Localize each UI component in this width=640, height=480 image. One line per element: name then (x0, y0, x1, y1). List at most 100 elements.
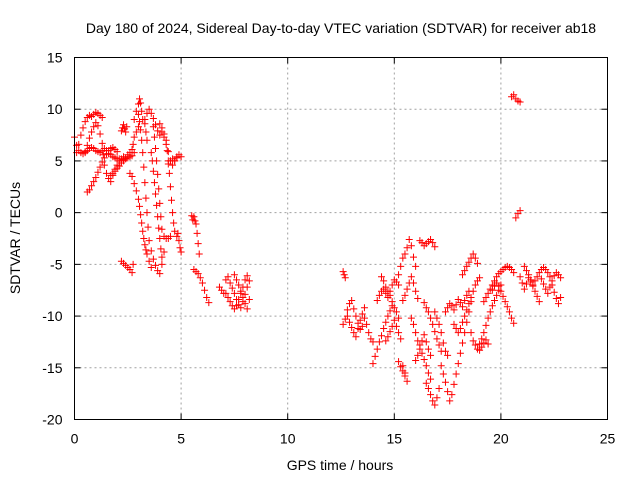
data-point (409, 279, 417, 287)
series-arc-36 (431, 308, 452, 359)
series-arc-06 (117, 121, 131, 136)
series-arc-04 (83, 143, 121, 196)
data-point (85, 186, 93, 194)
data-point (113, 148, 121, 156)
data-point (412, 287, 420, 295)
data-point (467, 329, 475, 337)
data-point (433, 394, 441, 402)
data-point (444, 388, 452, 396)
data-point (230, 289, 238, 297)
data-point (160, 130, 168, 138)
series-arc-38 (441, 287, 473, 316)
data-point (527, 276, 535, 284)
y-tick-label: -20 (42, 412, 62, 428)
series-arc-28 (395, 358, 411, 385)
data-point (147, 109, 155, 117)
data-point (484, 314, 492, 322)
data-point (205, 299, 213, 307)
series-arc-40 (459, 250, 481, 279)
data-point (358, 322, 366, 330)
data-point (373, 345, 381, 353)
data-point (431, 243, 439, 251)
data-point (461, 312, 469, 320)
data-point (170, 219, 178, 227)
data-point (525, 271, 533, 279)
data-point (166, 232, 174, 240)
data-point (386, 307, 394, 315)
data-point (94, 168, 102, 176)
data-point (176, 244, 184, 252)
data-point (164, 148, 172, 156)
data-point (169, 209, 177, 217)
data-point (92, 173, 100, 181)
data-point (433, 335, 441, 343)
data-point (136, 95, 144, 103)
data-point (390, 304, 398, 312)
data-point (403, 377, 411, 385)
x-tick-label: 20 (493, 431, 509, 447)
data-point (145, 257, 153, 265)
data-point (239, 293, 247, 301)
data-point (386, 328, 394, 336)
data-point (83, 141, 91, 149)
data-point (480, 298, 488, 306)
data-point (441, 308, 449, 316)
data-point (522, 267, 530, 275)
data-point (392, 322, 400, 330)
data-point (141, 116, 149, 124)
series-arc-50 (542, 266, 565, 308)
data-point (130, 133, 138, 141)
data-point (429, 397, 437, 405)
data-point (152, 190, 160, 198)
data-point (441, 347, 449, 355)
data-point (165, 169, 173, 177)
data-point (140, 235, 148, 242)
data-point (158, 260, 166, 268)
data-point (194, 270, 202, 278)
data-point (401, 369, 409, 377)
data-point (341, 274, 349, 282)
data-point (141, 179, 149, 187)
data-point (175, 237, 183, 245)
data-point (433, 314, 441, 322)
data-point (173, 232, 181, 240)
data-point (465, 300, 473, 308)
data-point (395, 281, 403, 289)
plot-frame (74, 57, 608, 420)
data-point (140, 163, 148, 171)
data-point (478, 335, 486, 343)
data-point (501, 298, 509, 306)
data-point (230, 271, 238, 279)
data-point (122, 128, 130, 136)
data-point (471, 341, 479, 349)
data-point (233, 302, 241, 310)
series-arc-02 (73, 108, 106, 157)
x-tick-label: 25 (600, 431, 616, 447)
data-point (461, 267, 469, 275)
data-point (191, 217, 199, 225)
data-point (520, 262, 528, 270)
data-point (540, 280, 548, 288)
data-point (150, 179, 158, 187)
data-point (407, 242, 415, 250)
data-point (132, 187, 140, 195)
data-point (497, 287, 505, 295)
data-point (158, 124, 166, 132)
data-point (348, 297, 356, 305)
data-point (350, 329, 358, 337)
data-point (463, 262, 471, 270)
series-arc-33 (416, 236, 439, 251)
data-point (224, 273, 232, 281)
data-point (190, 213, 198, 221)
data-point (533, 292, 541, 300)
data-point (418, 349, 426, 357)
data-point (365, 329, 373, 337)
y-tick-label: 15 (47, 50, 63, 66)
data-point (177, 248, 185, 256)
data-point (350, 305, 358, 313)
series-arc-45 (508, 91, 524, 106)
data-point (100, 154, 108, 162)
data-point (241, 276, 249, 284)
data-point (137, 126, 145, 134)
data-point (141, 241, 149, 249)
